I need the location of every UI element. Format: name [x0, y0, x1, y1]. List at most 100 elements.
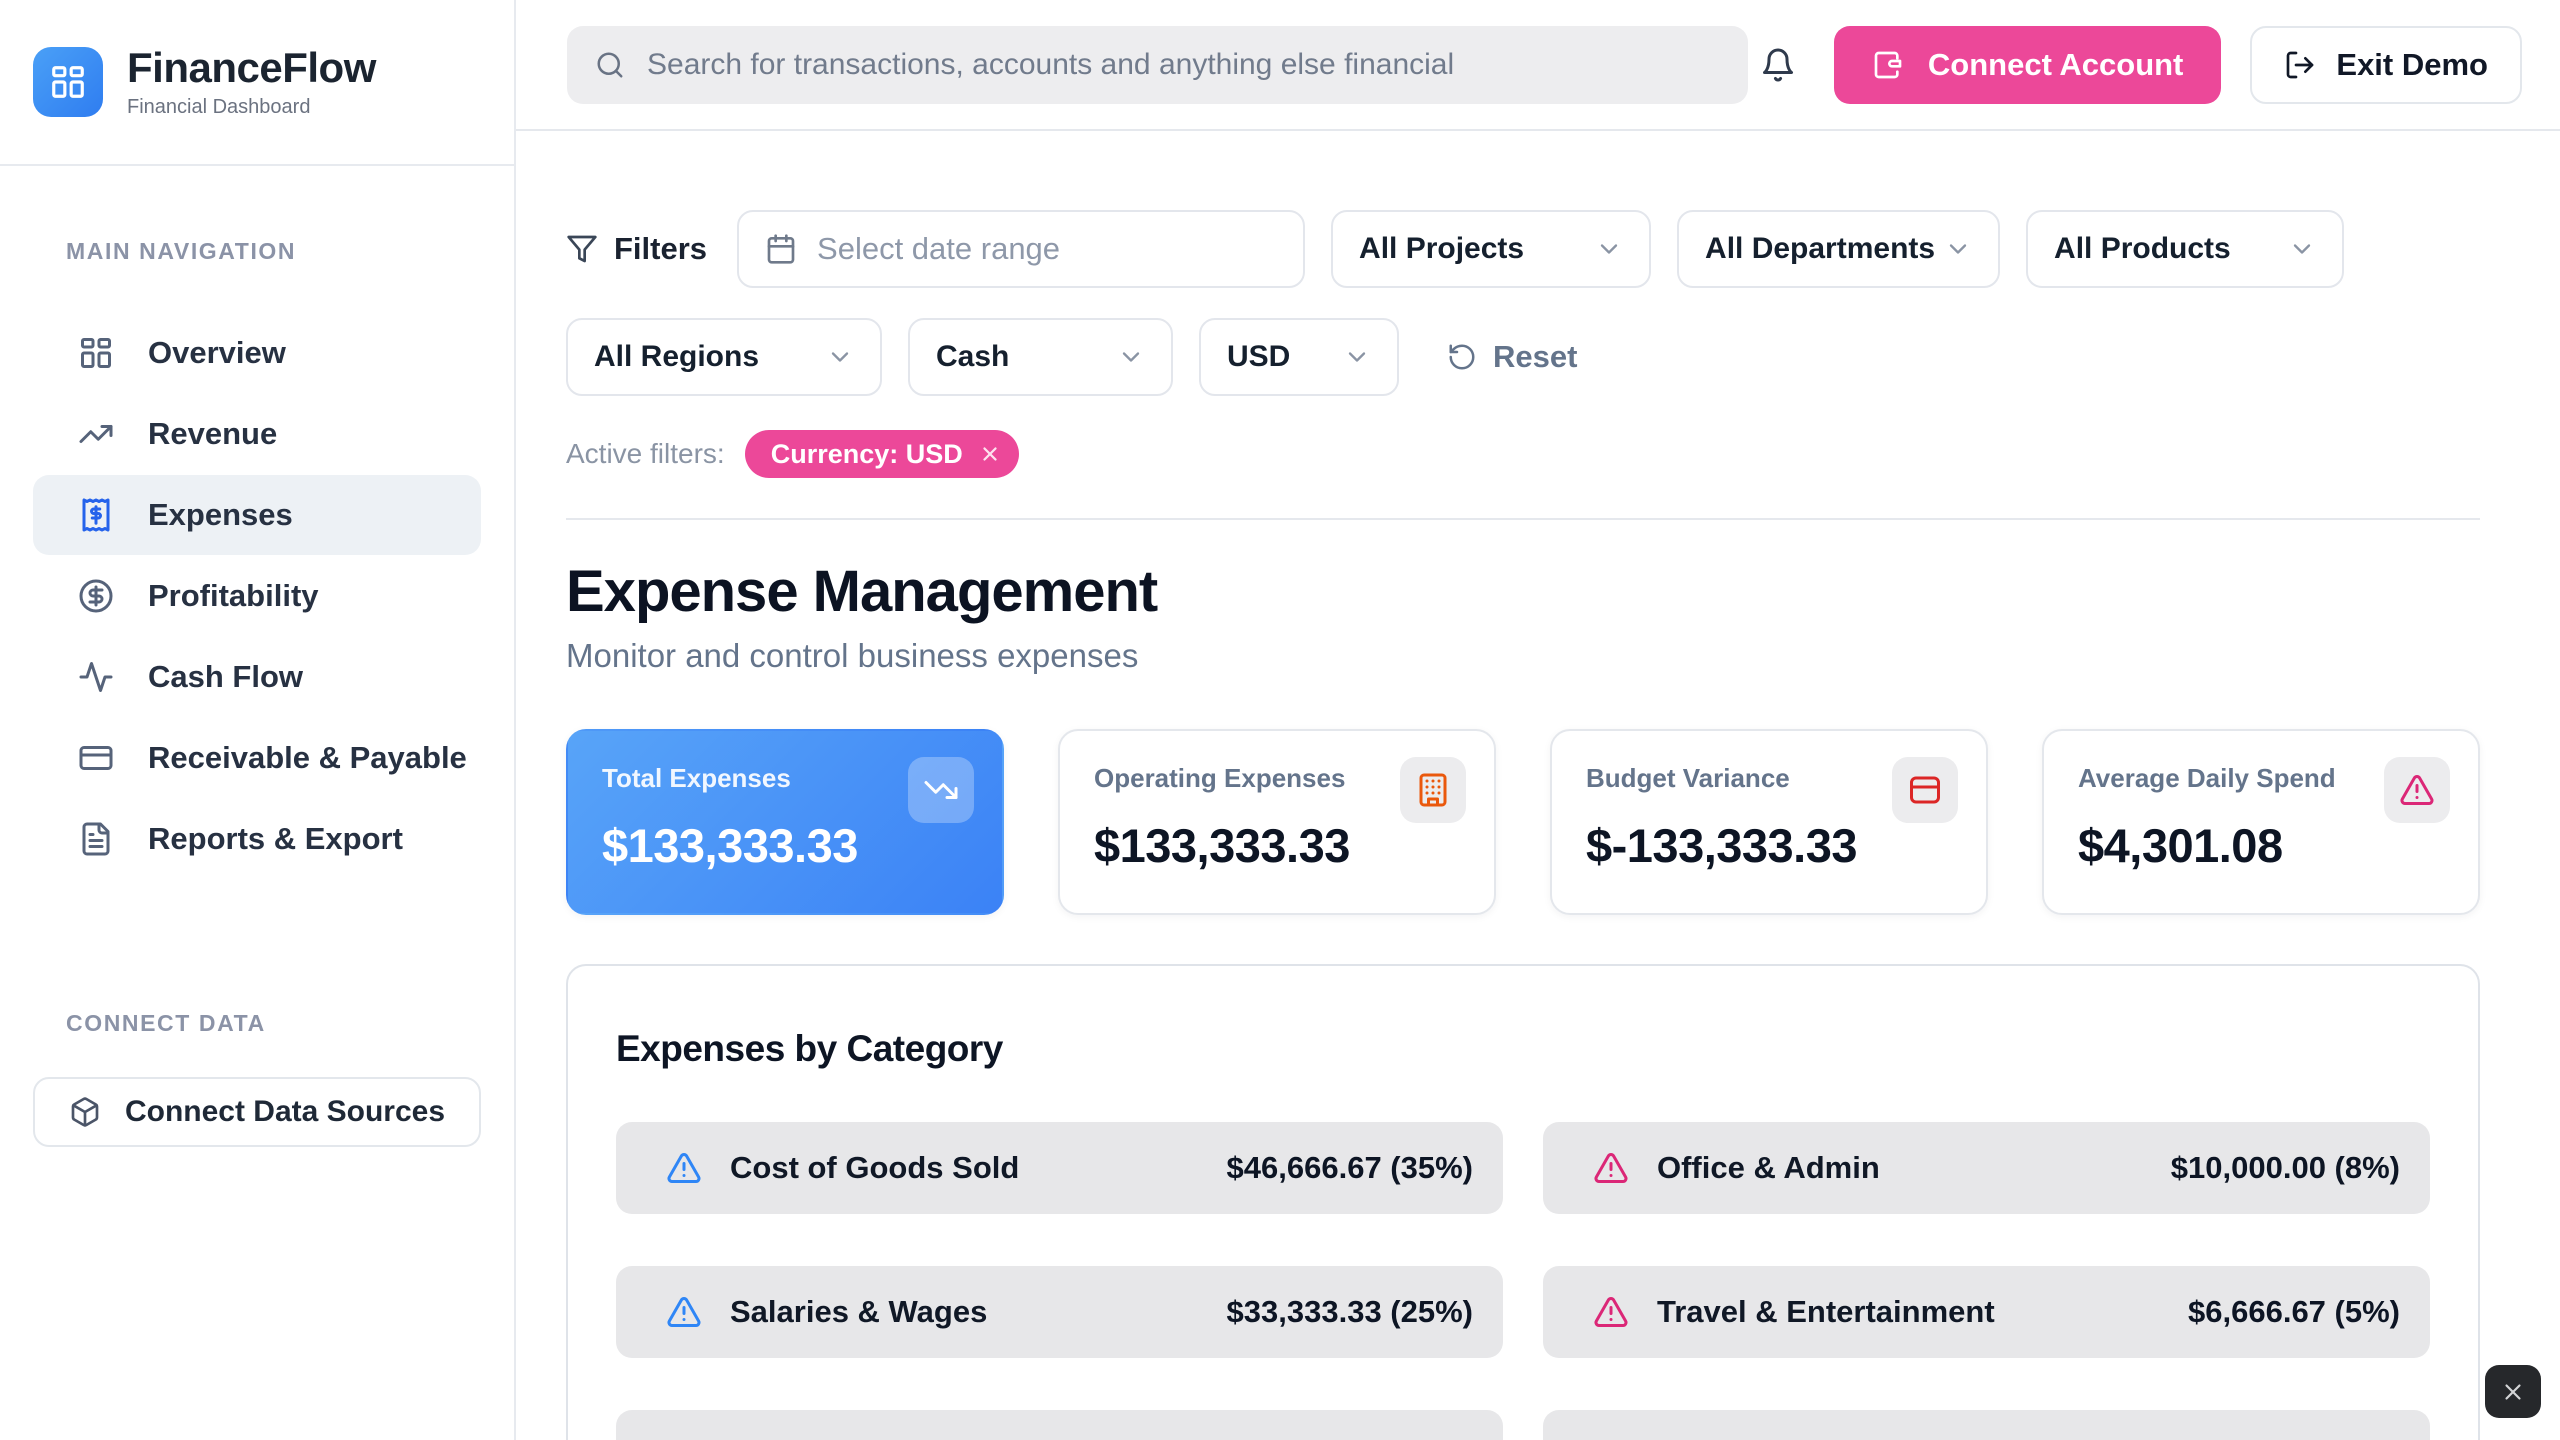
category-section-title: Expenses by Category: [616, 1028, 1003, 1069]
category-name: Salaries & Wages: [730, 1294, 988, 1329]
stat-label: Total Expenses: [602, 763, 791, 793]
date-range-input[interactable]: [817, 231, 1278, 267]
credit-card-icon: [78, 740, 114, 776]
expenses-by-category-card: Expenses by Category Cost of Goods Sold …: [566, 964, 2480, 1440]
calendar-icon: [765, 233, 797, 265]
sidebar-item-label: Receivable & Payable: [148, 740, 467, 775]
sidebar-item-reports-export[interactable]: Reports & Export: [33, 799, 481, 879]
wallet-icon: [1872, 49, 1904, 81]
currency-select[interactable]: USD: [1199, 318, 1399, 396]
overlay-close-button[interactable]: [2485, 1365, 2541, 1418]
credit-card-icon: [1892, 757, 1958, 823]
building-icon: [1400, 757, 1466, 823]
search-input[interactable]: [647, 47, 1720, 82]
connect-account-button[interactable]: Connect Account: [1833, 25, 2222, 104]
log-out-icon: [2284, 49, 2316, 81]
chevron-down-icon: [1944, 235, 1972, 263]
reset-filters-button[interactable]: Reset: [1447, 339, 1577, 375]
category-name: Cost of Goods Sold: [730, 1150, 1020, 1185]
stat-card-average-daily-spend: Average Daily Spend $4,301.08: [2042, 729, 2480, 915]
connect-button-label: Connect Data Sources: [124, 1095, 446, 1128]
accounting-basis-select-value: Cash: [936, 340, 1010, 373]
stat-card-total-expenses: Total Expenses $133,333.33: [566, 729, 1004, 915]
chevron-down-icon: [826, 343, 854, 371]
sidebar: FinanceFlow Financial Dashboard MAIN NAV…: [0, 0, 516, 1440]
sidebar-item-label: Profitability: [148, 578, 319, 613]
category-item-travel-entertainment: Travel & Entertainment $6,666.67 (5%): [1543, 1266, 2430, 1358]
sidebar-item-revenue[interactable]: Revenue: [33, 394, 481, 474]
nav-list: Overview Revenue Expenses Profitability: [33, 313, 481, 879]
reset-label: Reset: [1493, 339, 1578, 374]
main-navigation: MAIN NAVIGATION Overview Revenue Expense…: [0, 166, 514, 880]
app-logo-icon: [33, 47, 103, 117]
connect-data-sources-button[interactable]: Connect Data Sources: [33, 1077, 481, 1147]
main-area: Connect Account Exit Demo Filters: [516, 0, 2560, 1440]
activity-icon: [78, 659, 114, 695]
filters-row-2: All Regions Cash USD: [566, 318, 2480, 396]
app-tagline: Financial Dashboard: [127, 95, 311, 118]
topbar: Connect Account Exit Demo: [516, 0, 2560, 131]
notifications-bell-button[interactable]: [1760, 47, 1796, 83]
projects-select[interactable]: All Projects: [1331, 210, 1652, 288]
currency-select-value: USD: [1227, 340, 1291, 373]
app-logo-section: FinanceFlow Financial Dashboard: [0, 0, 514, 166]
exit-demo-button[interactable]: Exit Demo: [2250, 25, 2522, 104]
sidebar-item-expenses[interactable]: Expenses: [33, 475, 481, 555]
page-title: Expense Management: [566, 559, 1158, 624]
products-select-value: All Products: [2054, 232, 2231, 265]
category-name: Travel & Entertainment: [1657, 1294, 1995, 1329]
filter-funnel-icon: [566, 233, 598, 265]
bell-icon: [1760, 47, 1796, 83]
search-icon: [595, 50, 625, 80]
category-value: $10,000.00 (8%): [2170, 1150, 2400, 1185]
sidebar-item-label: Cash Flow: [148, 659, 304, 694]
category-item-professional-services: Professional Services $3,333.33 (3%): [1543, 1410, 2430, 1440]
sidebar-item-cash-flow[interactable]: Cash Flow: [33, 637, 481, 717]
close-icon: [979, 443, 1001, 465]
stat-value: $-133,333.33: [1586, 819, 1858, 872]
connect-section-label: CONNECT DATA: [66, 1010, 266, 1036]
connect-account-label: Connect Account: [1927, 46, 2184, 82]
departments-select[interactable]: All Departments: [1677, 210, 2001, 288]
section-divider: [566, 518, 2480, 520]
sidebar-item-overview[interactable]: Overview: [33, 313, 481, 393]
category-value: $3,333.33 (3%): [2188, 1438, 2400, 1440]
category-value: $33,333.33 (25%): [1226, 1294, 1473, 1329]
stat-value: $133,333.33: [602, 819, 858, 872]
stat-card-budget-variance: Budget Variance $-133,333.33: [1550, 729, 1988, 915]
remove-filter-button[interactable]: [979, 443, 1001, 465]
chevron-down-icon: [1595, 235, 1623, 263]
category-name: Office & Admin: [1657, 1150, 1880, 1185]
category-name: Marketing: [730, 1438, 876, 1440]
accounting-basis-select[interactable]: Cash: [908, 318, 1173, 396]
chip-label: Currency: USD: [770, 438, 963, 469]
products-select[interactable]: All Products: [2026, 210, 2345, 288]
page-subtitle: Monitor and control business expenses: [566, 637, 1139, 674]
category-item-marketing: Marketing $20,000.00 (15%): [616, 1410, 1503, 1440]
stat-label: Budget Variance: [1586, 763, 1790, 793]
connect-data-section: CONNECT DATA Connect Data Sources: [0, 1010, 514, 1147]
category-grid: Cost of Goods Sold $46,666.67 (35%) Offi…: [616, 1122, 2430, 1440]
category-item-salaries-wages: Salaries & Wages $33,333.33 (25%): [616, 1266, 1503, 1358]
sidebar-item-profitability[interactable]: Profitability: [33, 556, 481, 636]
exit-demo-label: Exit Demo: [2336, 46, 2488, 82]
package-icon: [69, 1096, 101, 1128]
dashboard-grid-icon: [78, 335, 114, 371]
close-icon: [2500, 1379, 2526, 1405]
trending-up-icon: [78, 416, 114, 452]
sidebar-item-label: Revenue: [148, 416, 278, 451]
date-range-field: [737, 210, 1306, 288]
active-filters-label: Active filters:: [566, 438, 725, 469]
active-filters-row: Active filters: Currency: USD: [566, 430, 2480, 478]
filters-row-1: Filters All Projects All Departments: [566, 210, 2480, 288]
category-name: Professional Services: [1657, 1438, 1979, 1440]
sidebar-item-receivable-payable[interactable]: Receivable & Payable: [33, 718, 481, 798]
chevron-down-icon: [1343, 343, 1371, 371]
category-value: $6,666.67 (5%): [2188, 1294, 2400, 1329]
category-value: $20,000.00 (15%): [1227, 1438, 1473, 1440]
active-filter-chip: Currency: USD: [744, 430, 1019, 478]
stat-value: $4,301.08: [2078, 819, 2283, 872]
app-title-block: FinanceFlow Financial Dashboard: [127, 45, 376, 118]
chevron-down-icon: [2288, 235, 2316, 263]
regions-select[interactable]: All Regions: [566, 318, 882, 396]
